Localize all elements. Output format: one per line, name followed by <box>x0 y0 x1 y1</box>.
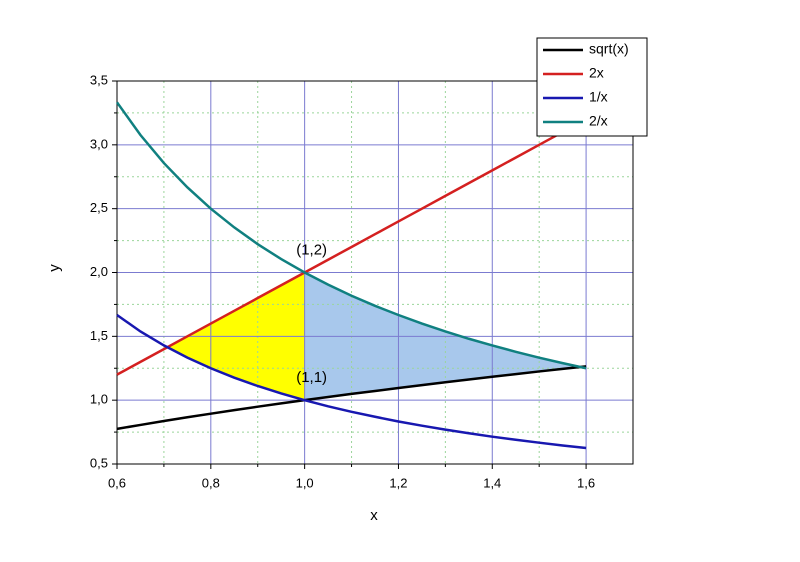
series-line <box>116 118 587 376</box>
y-tick-label: 1,0 <box>90 392 108 407</box>
x-tick-label: 0,8 <box>202 475 220 490</box>
x-axis-label: x <box>370 507 378 524</box>
annotation: (1,1) <box>296 369 327 386</box>
y-tick-label: 1,5 <box>90 328 108 343</box>
series-line <box>115 101 587 370</box>
y-axis-label: y <box>46 264 63 272</box>
annotation: (1,2) <box>296 241 327 258</box>
series-line <box>116 365 587 431</box>
x-tick-label: 1,0 <box>296 475 314 490</box>
x-tick-label: 1,4 <box>483 475 501 490</box>
plot-frame <box>116 80 634 465</box>
y-tick-label: 3,5 <box>90 72 108 87</box>
y-tick-label: 2,0 <box>90 264 108 279</box>
legend-label: 2x <box>589 65 604 81</box>
y-tick-label: 3,0 <box>90 136 108 151</box>
series-line <box>116 313 587 450</box>
legend-label: 2/x <box>589 113 608 129</box>
x-tick-label: 1,2 <box>389 475 407 490</box>
y-tick-label: 2,5 <box>90 200 108 215</box>
x-tick-label: 0,6 <box>108 475 126 490</box>
y-tick-label: 0,5 <box>90 455 108 470</box>
x-tick-label: 1,6 <box>577 475 595 490</box>
legend-label: sqrt(x) <box>589 41 629 57</box>
legend-label: 1/x <box>589 89 608 105</box>
legend-box <box>536 37 648 137</box>
